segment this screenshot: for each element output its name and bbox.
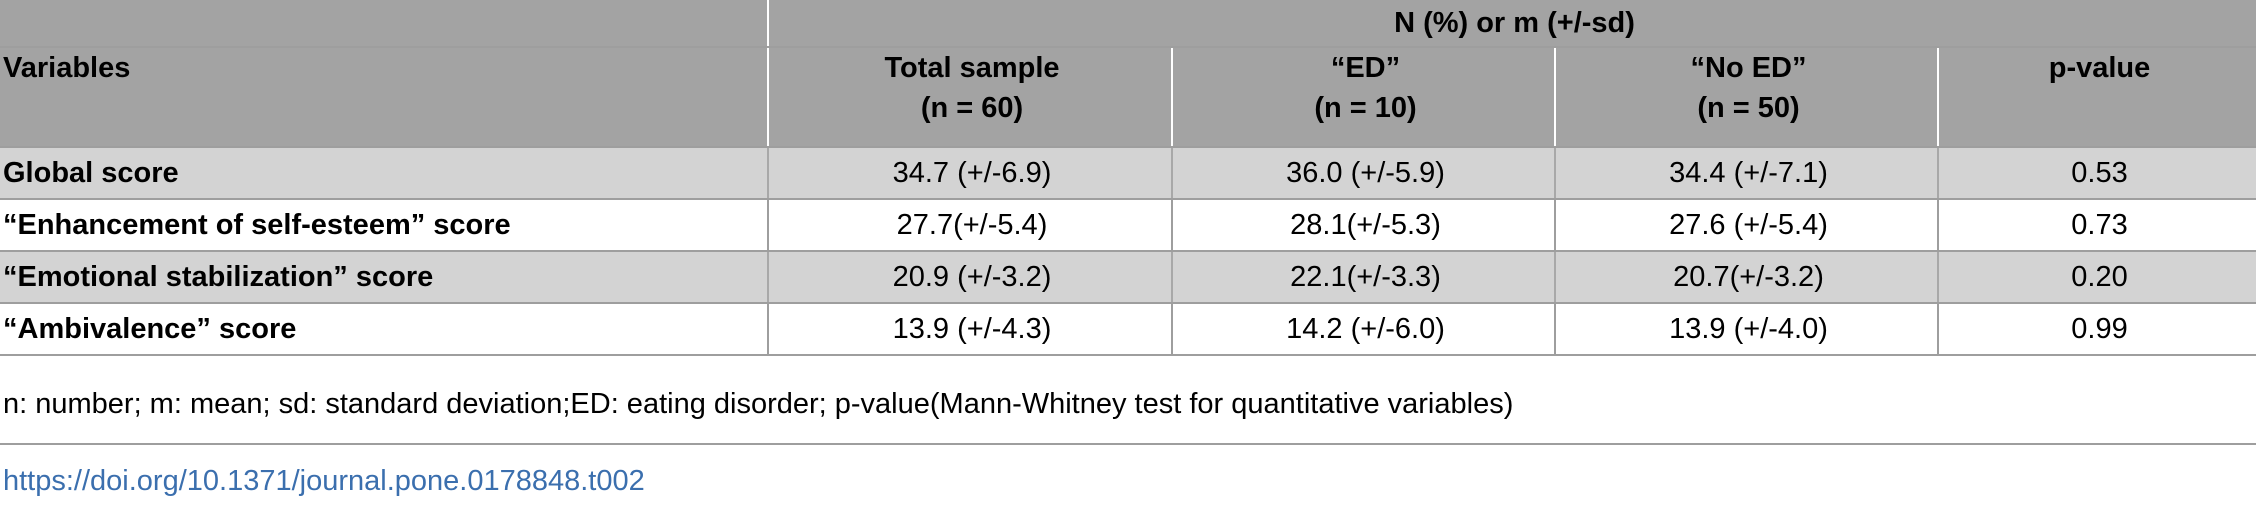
row-no-ed: 13.9 (+/-4.0) (1555, 303, 1939, 356)
table-row: Global score 34.7 (+/-6.9) 36.0 (+/-5.9)… (0, 147, 2256, 200)
footer-divider (0, 443, 2256, 445)
row-variable: “Enhancement of self-esteem” score (0, 199, 769, 252)
row-no-ed: 34.4 (+/-7.1) (1555, 147, 1939, 200)
table-row: “Ambivalence” score 13.9 (+/-4.3) 14.2 (… (0, 303, 2256, 356)
table-row: “Emotional stabilization” score 20.9 (+/… (0, 251, 2256, 304)
header-no-ed-n: (n = 50) (1697, 92, 1800, 124)
row-no-ed: 20.7(+/-3.2) (1555, 251, 1939, 304)
group-header: N (%) or m (+/-sd) (768, 0, 2256, 48)
row-variable: “Ambivalence” score (0, 303, 769, 356)
row-total: 27.7(+/-5.4) (768, 199, 1173, 252)
header-no-ed: “No ED” (n = 50) (1555, 47, 1939, 148)
header-no-ed-label: “No ED” (1690, 52, 1807, 84)
header-variables: Variables (0, 47, 769, 148)
row-ed: 28.1(+/-5.3) (1172, 199, 1556, 252)
header-total-sample-label: Total sample (884, 52, 1060, 84)
row-ed: 14.2 (+/-6.0) (1172, 303, 1556, 356)
table-header-row-group: N (%) or m (+/-sd) (0, 0, 2256, 48)
header-p-value-label: p-value (2048, 52, 2151, 84)
table-header-row-columns: Variables Total sample (n = 60) “ED” (n … (0, 47, 2256, 148)
row-ed: 36.0 (+/-5.9) (1172, 147, 1556, 200)
table-row: “Enhancement of self-esteem” score 27.7(… (0, 199, 2256, 252)
row-variable: Global score (0, 147, 769, 200)
header-ed-label: “ED” (1330, 52, 1401, 84)
row-p-value: 0.99 (1938, 303, 2256, 356)
table-footnote: n: number; m: mean; sd: standard deviati… (3, 388, 1514, 420)
header-ed: “ED” (n = 10) (1172, 47, 1556, 148)
header-p-value: p-value (1938, 47, 2256, 148)
results-table: N (%) or m (+/-sd) Variables Total sampl… (0, 0, 2256, 356)
header-variables-label: Variables (3, 52, 131, 84)
row-total: 20.9 (+/-3.2) (768, 251, 1173, 304)
doi-link[interactable]: https://doi.org/10.1371/journal.pone.017… (3, 465, 645, 497)
row-variable: “Emotional stabilization” score (0, 251, 769, 304)
row-no-ed: 27.6 (+/-5.4) (1555, 199, 1939, 252)
row-p-value: 0.20 (1938, 251, 2256, 304)
header-ed-n: (n = 10) (1314, 92, 1417, 124)
row-ed: 22.1(+/-3.3) (1172, 251, 1556, 304)
header-total-sample: Total sample (n = 60) (768, 47, 1173, 148)
row-total: 34.7 (+/-6.9) (768, 147, 1173, 200)
header-total-sample-n: (n = 60) (920, 92, 1024, 124)
row-p-value: 0.73 (1938, 199, 2256, 252)
header-empty-cell (0, 0, 769, 48)
row-p-value: 0.53 (1938, 147, 2256, 200)
row-total: 13.9 (+/-4.3) (768, 303, 1173, 356)
